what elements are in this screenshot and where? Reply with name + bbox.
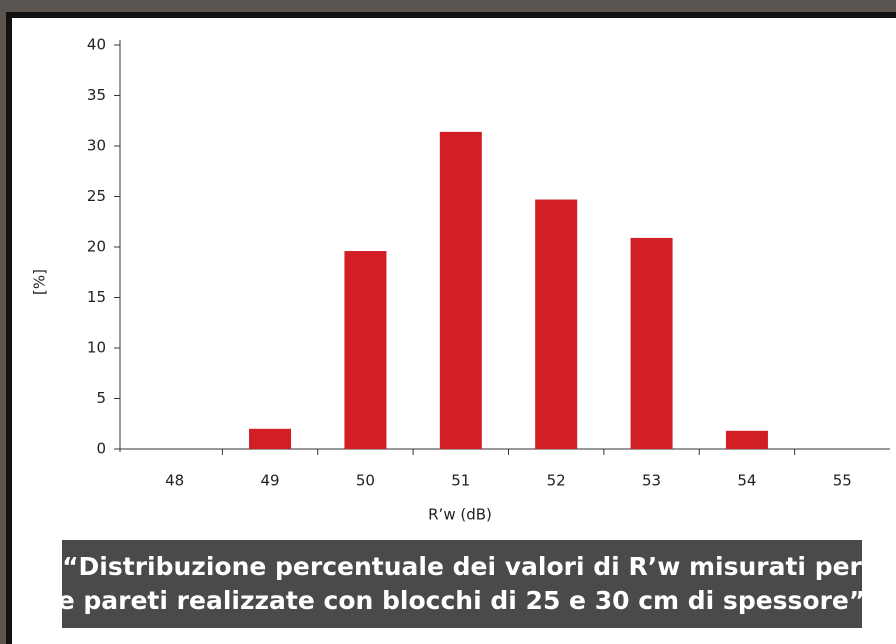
y-tick-label: 25 <box>87 187 106 205</box>
x-tick-label: 49 <box>261 472 280 490</box>
y-tick-label: 5 <box>96 389 106 407</box>
caption-box <box>62 540 862 628</box>
y-tick-label: 35 <box>87 86 106 104</box>
x-tick-label: 54 <box>737 472 756 490</box>
y-tick-label: 20 <box>87 238 106 256</box>
x-tick-label: 53 <box>642 472 661 490</box>
x-tick-label: 52 <box>547 472 566 490</box>
y-tick-label: 15 <box>87 288 106 306</box>
y-tick-label: 40 <box>87 36 106 54</box>
x-axis-label: R’w (dB) <box>428 506 492 524</box>
bar <box>535 199 578 449</box>
x-tick-label: 48 <box>165 472 184 490</box>
bar <box>344 251 387 449</box>
bar <box>249 428 292 449</box>
bar <box>630 237 673 449</box>
bar <box>725 430 768 449</box>
x-tick-label: 50 <box>356 472 375 490</box>
x-tick-label: 51 <box>451 472 470 490</box>
y-tick-label: 0 <box>96 440 106 458</box>
caption-line: le pareti realizzate con blocchi di 25 e… <box>49 586 875 615</box>
y-tick-label: 10 <box>87 339 106 357</box>
y-tick-label: 30 <box>87 137 106 155</box>
x-tick-label: 55 <box>833 472 852 490</box>
y-axis-label: [%] <box>31 269 49 295</box>
bar <box>439 131 482 450</box>
caption-line: “Distribuzione percentuale dei valori di… <box>62 552 862 581</box>
